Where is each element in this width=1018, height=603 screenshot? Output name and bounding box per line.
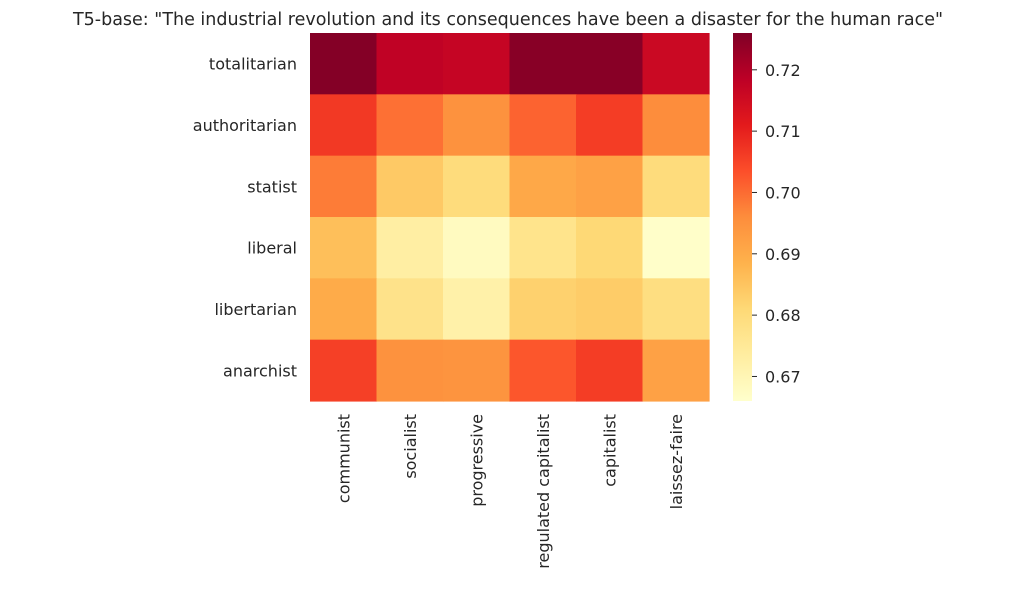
colorbar-tick-label: 0.71 <box>765 122 801 141</box>
colorbar <box>733 33 752 401</box>
x-tick-label-communist: communist <box>334 414 353 503</box>
cell-liberal-communist <box>310 216 378 279</box>
y-tick-label-authoritarian: authoritarian <box>193 116 297 135</box>
cell-anarchist-progressive <box>443 339 511 402</box>
cell-authoritarian-regulated-capitalist <box>509 94 577 157</box>
cell-statist-socialist <box>376 155 444 218</box>
cell-statist-communist <box>310 155 378 218</box>
cell-anarchist-capitalist <box>576 339 644 402</box>
y-tick-label-statist: statist <box>247 177 297 196</box>
colorbar-tick-label: 0.69 <box>765 245 801 264</box>
cell-libertarian-capitalist <box>576 278 644 341</box>
y-tick-label-liberal: liberal <box>247 239 297 258</box>
colorbar-ticks: 0.67 0.68 0.69 0.70 0.71 0.72 <box>752 61 801 386</box>
cell-statist-progressive <box>443 155 511 218</box>
cell-liberal-regulated-capitalist <box>509 216 577 279</box>
cell-authoritarian-laissez-faire <box>642 94 710 157</box>
cell-totalitarian-regulated-capitalist <box>509 33 577 95</box>
x-tick-label-socialist: socialist <box>401 414 420 479</box>
y-axis-tick-labels: totalitarian authoritarian statist liberal l… <box>193 55 297 381</box>
cell-anarchist-regulated-capitalist <box>509 339 577 402</box>
cell-totalitarian-capitalist <box>576 33 644 95</box>
cell-authoritarian-communist <box>310 94 378 157</box>
x-tick-label-laissez-faire: laissez-faire <box>667 414 686 509</box>
cell-statist-regulated-capitalist <box>509 155 577 218</box>
colorbar-tick-label: 0.70 <box>765 183 801 202</box>
heatmap-cells <box>310 33 710 402</box>
cell-liberal-capitalist <box>576 216 644 279</box>
y-tick-label-anarchist: anarchist <box>223 361 297 380</box>
colorbar-tick-label: 0.67 <box>765 367 801 386</box>
colorbar-tick-label: 0.68 <box>765 306 801 325</box>
cell-totalitarian-laissez-faire <box>642 33 710 95</box>
y-tick-label-totalitarian: totalitarian <box>209 55 297 74</box>
cell-anarchist-laissez-faire <box>642 339 710 402</box>
x-tick-label-regulated-capitalist: regulated capitalist <box>534 414 553 569</box>
cell-libertarian-regulated-capitalist <box>509 278 577 341</box>
cell-anarchist-socialist <box>376 339 444 402</box>
cell-libertarian-laissez-faire <box>642 278 710 341</box>
cell-anarchist-communist <box>310 339 378 402</box>
cell-totalitarian-communist <box>310 33 378 95</box>
cell-authoritarian-socialist <box>376 94 444 157</box>
cell-statist-laissez-faire <box>642 155 710 218</box>
x-axis-tick-labels: communist socialist progressive regulated c… <box>334 414 686 569</box>
cell-liberal-progressive <box>443 216 511 279</box>
x-tick-label-progressive: progressive <box>467 414 486 507</box>
chart-title: T5-base: "The industrial revolution and … <box>72 10 943 30</box>
cell-totalitarian-progressive <box>443 33 511 95</box>
cell-libertarian-communist <box>310 278 378 341</box>
cell-authoritarian-progressive <box>443 94 511 157</box>
cell-liberal-socialist <box>376 216 444 279</box>
cell-libertarian-progressive <box>443 278 511 341</box>
y-tick-label-libertarian: libertarian <box>214 300 297 319</box>
cell-libertarian-socialist <box>376 278 444 341</box>
x-tick-label-capitalist: capitalist <box>600 414 619 487</box>
cell-totalitarian-socialist <box>376 33 444 95</box>
cell-authoritarian-capitalist <box>576 94 644 157</box>
cell-liberal-laissez-faire <box>642 216 710 279</box>
cell-statist-capitalist <box>576 155 644 218</box>
colorbar-tick-label: 0.72 <box>765 61 801 80</box>
